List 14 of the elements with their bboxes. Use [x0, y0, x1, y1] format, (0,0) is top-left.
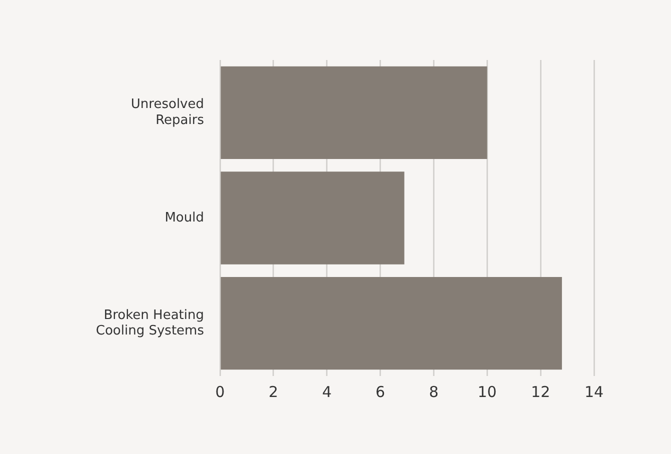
bar [220, 276, 562, 370]
bar [220, 172, 404, 264]
x-tick-label: 4 [322, 382, 332, 401]
x-tick-label: 0 [215, 382, 225, 401]
y-tick-label: Unresolved Repairs [130, 97, 204, 128]
x-tick-label: 14 [584, 382, 604, 401]
x-tick-label: 12 [531, 382, 550, 401]
x-tick-label: 2 [268, 382, 278, 401]
x-tick-label: 6 [376, 382, 386, 401]
y-tick-label: Broken Heating Cooling Systems [96, 308, 204, 339]
x-tick-label: 8 [428, 382, 438, 401]
x-tick-label: 10 [478, 382, 497, 401]
y-tick-label: Mould [164, 210, 204, 226]
bar [220, 66, 488, 160]
